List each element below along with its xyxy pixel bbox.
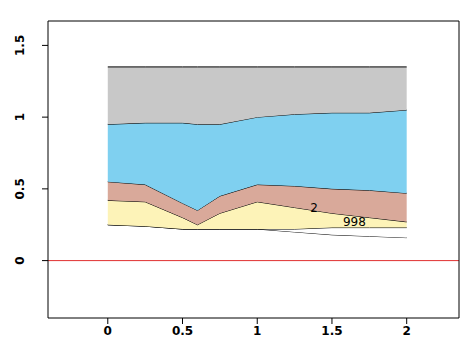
svg-text:2: 2 — [403, 324, 411, 338]
svg-text:0.5: 0.5 — [13, 178, 27, 199]
svg-text:1: 1 — [13, 113, 27, 121]
svg-text:0.5: 0.5 — [172, 324, 193, 338]
svg-text:998: 998 — [343, 215, 366, 229]
svg-text:1: 1 — [253, 324, 261, 338]
svg-text:1.5: 1.5 — [13, 35, 27, 56]
svg-text:1.5: 1.5 — [321, 324, 342, 338]
svg-text:2: 2 — [310, 201, 318, 215]
svg-text:0: 0 — [104, 324, 112, 338]
svg-text:0: 0 — [13, 256, 27, 264]
